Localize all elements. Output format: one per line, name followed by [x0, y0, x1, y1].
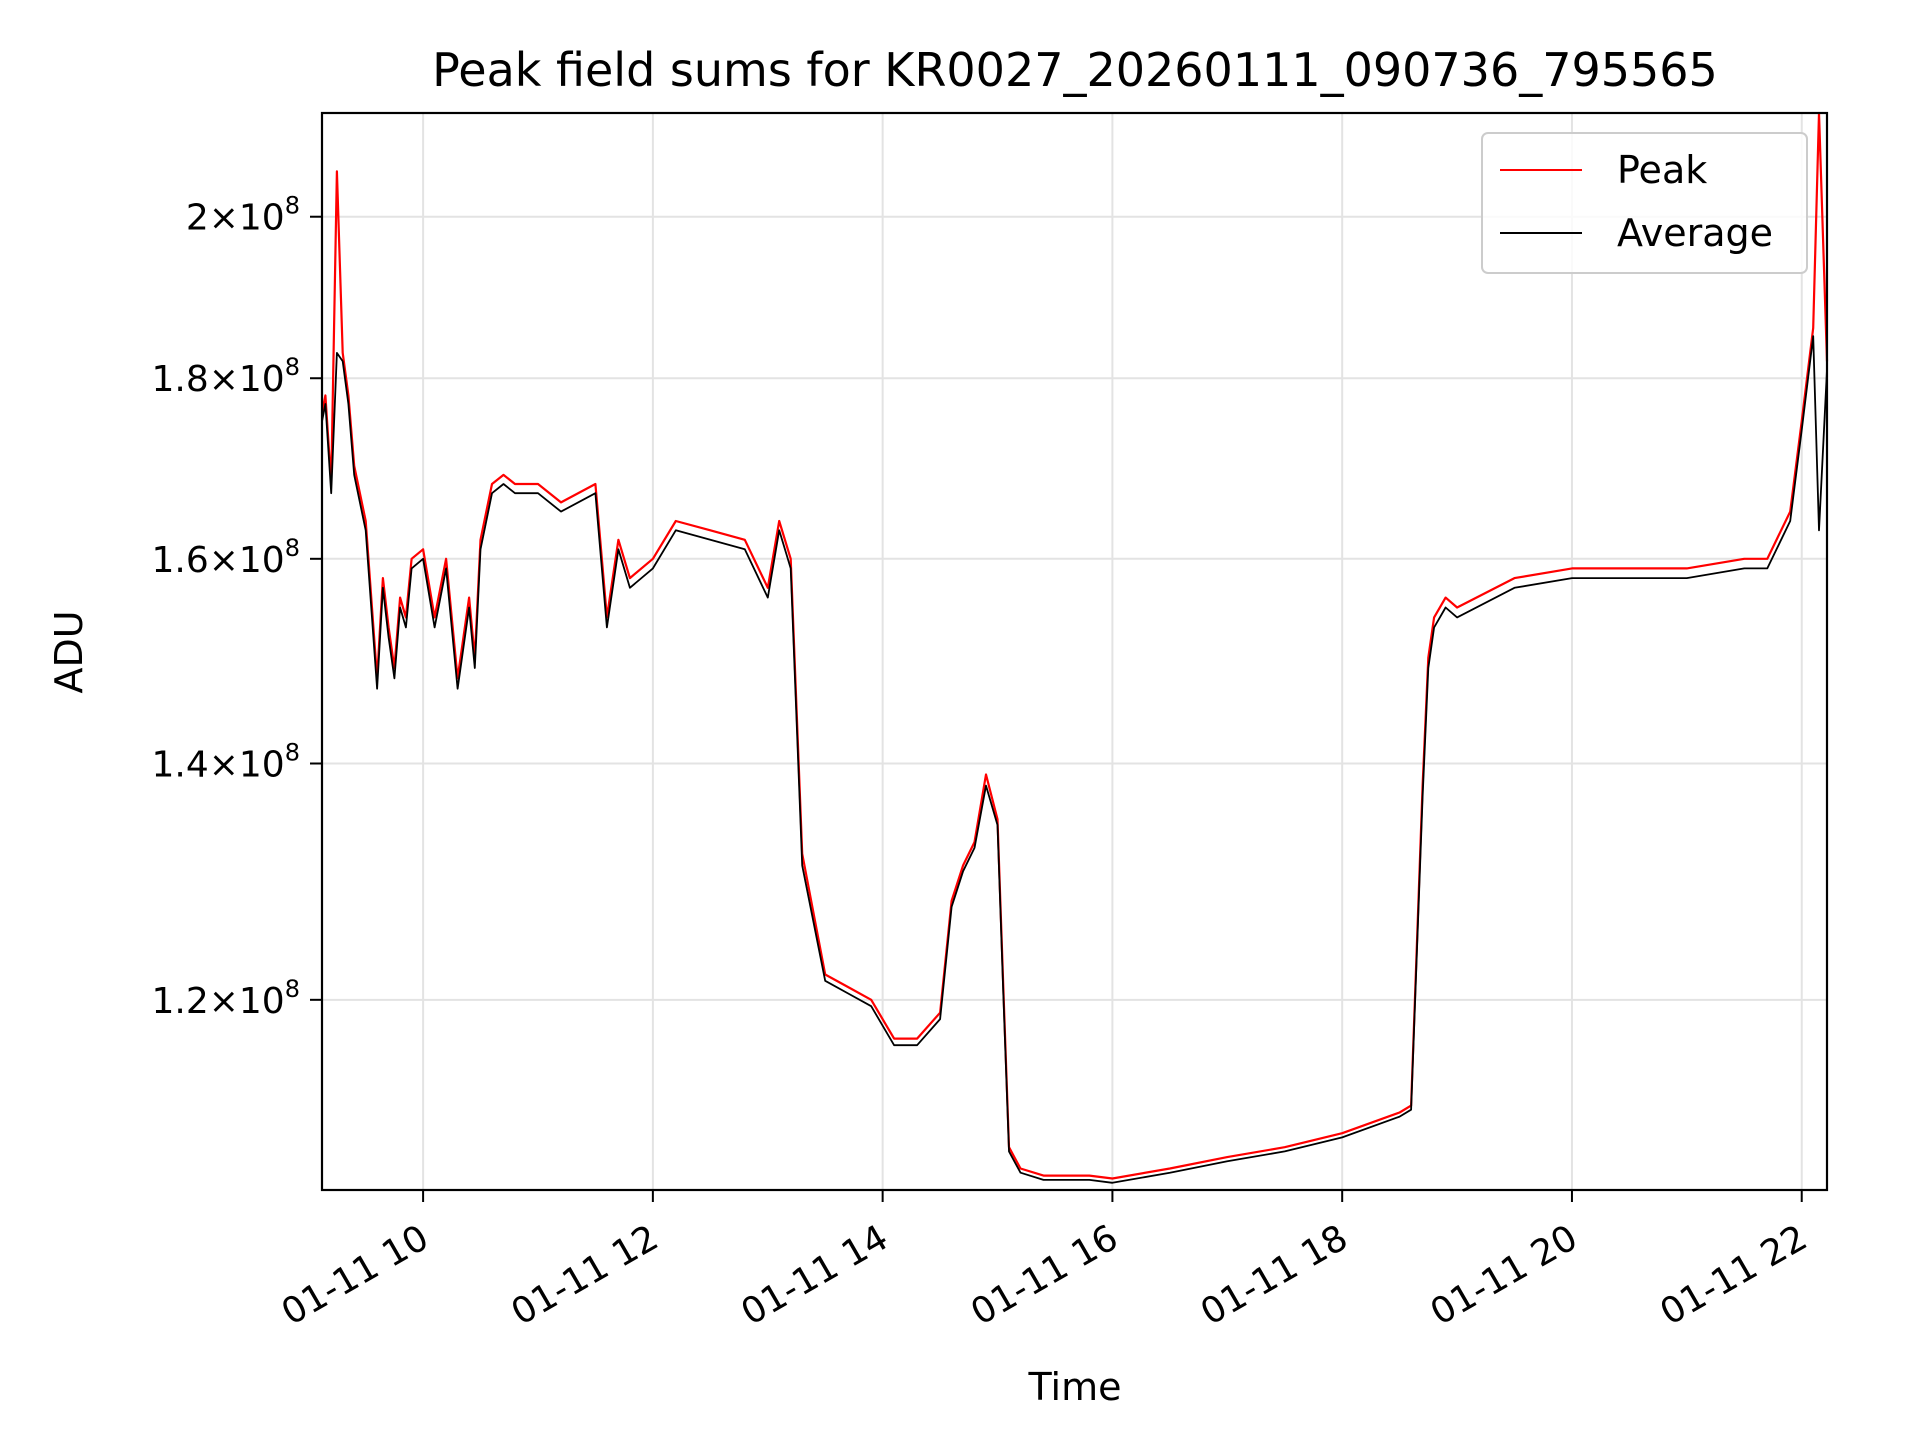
y-tick-label: 1.4×108: [151, 739, 300, 786]
y-tick-label: 1.2×108: [151, 975, 300, 1022]
series-line-average: [321, 335, 1828, 1184]
grid-lines: [322, 113, 1827, 1190]
series-lines: [320, 111, 1829, 1184]
y-axis-label: ADU: [47, 610, 91, 693]
chart-title: Peak field sums for KR0027_20260111_0907…: [432, 43, 1718, 97]
legend-box: [1481, 132, 1808, 274]
y-tick-label: 2×108: [186, 192, 300, 239]
y-tick-label: 1.8×108: [151, 353, 300, 400]
y-axis-ticks: 1.2×108 1.4×108 1.6×108 1.8×108 2×108: [151, 192, 322, 1022]
plot-area-frame: [320, 111, 1829, 1192]
series-line-peak: [320, 111, 1829, 1180]
legend: Peak Average: [1481, 132, 1808, 274]
legend-label-average: Average: [1617, 211, 1773, 255]
x-axis-label: Time: [1028, 1365, 1122, 1409]
legend-label-peak: Peak: [1617, 148, 1707, 192]
y-tick-label: 1.6×108: [151, 534, 300, 581]
